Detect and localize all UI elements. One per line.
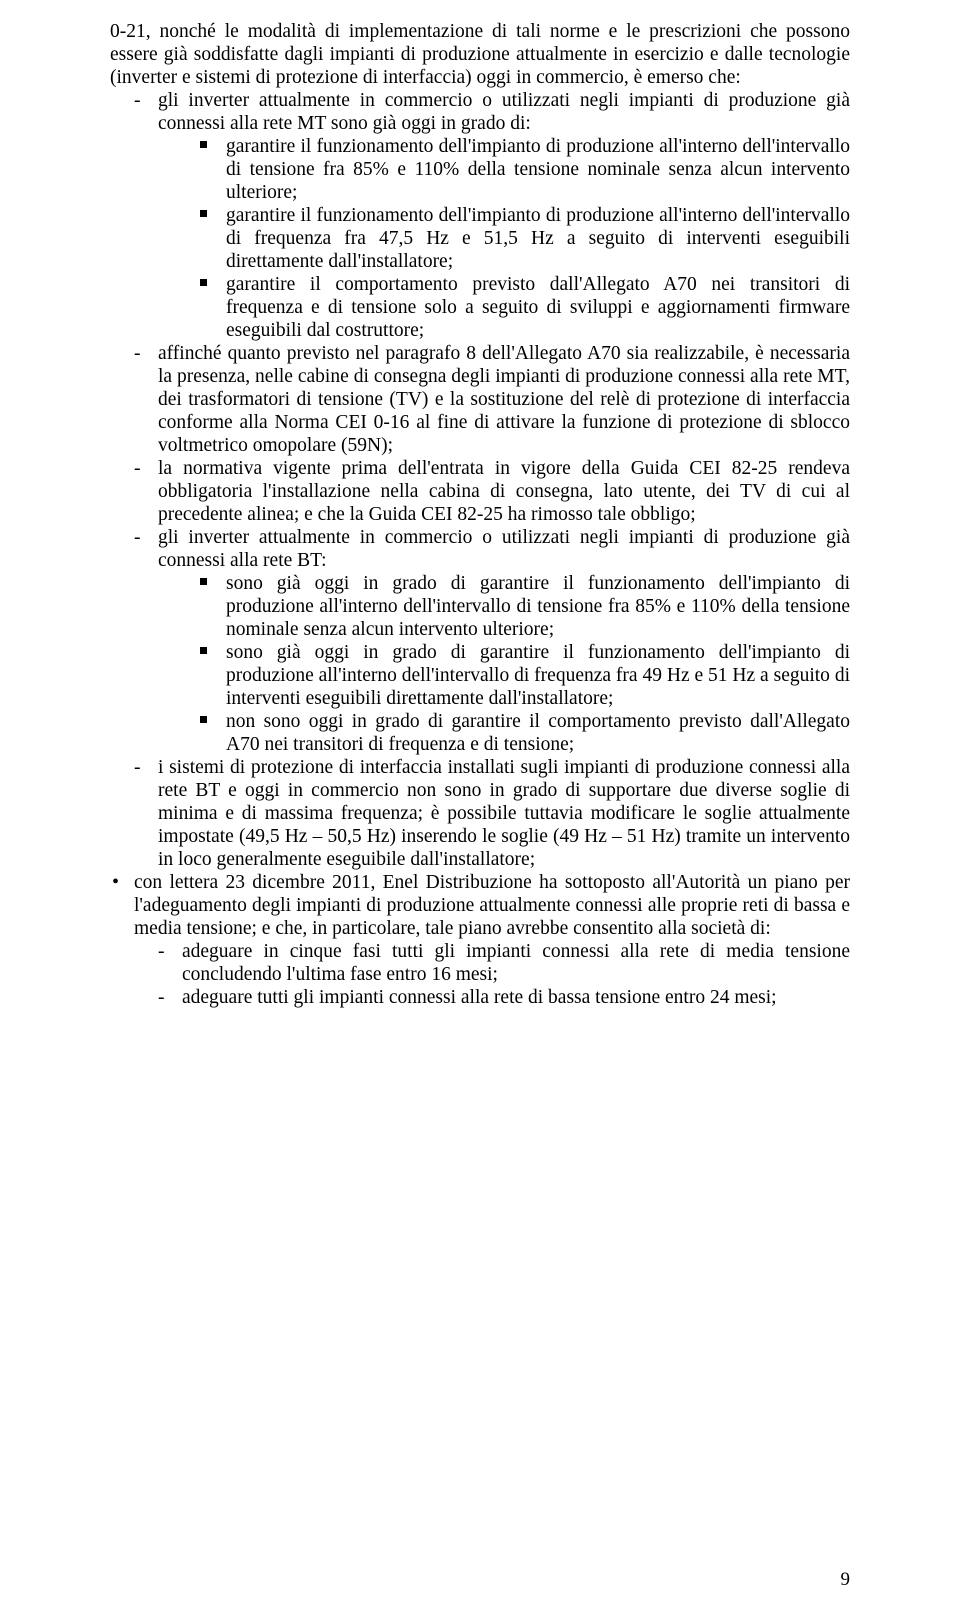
square-list-mt: garantire il funzionamento dell'impianto… [158, 135, 850, 342]
dash-item-inverter-bt: gli inverter attualmente in commercio o … [134, 526, 850, 756]
square-item: garantire il funzionamento dell'impianto… [200, 135, 850, 204]
square-item: garantire il funzionamento dell'impianto… [200, 204, 850, 273]
dash-item-text: gli inverter attualmente in commercio o … [158, 90, 850, 134]
square-item: garantire il comportamento previsto dall… [200, 273, 850, 342]
dash-item: adeguare tutti gli impianti connessi all… [158, 986, 850, 1009]
square-list-bt: sono già oggi in grado di garantire il f… [158, 572, 850, 756]
document-page: 0-21, nonché le modalità di implementazi… [0, 0, 960, 1617]
bullet-item-text: con lettera 23 dicembre 2011, Enel Distr… [134, 872, 850, 939]
square-item: sono già oggi in grado di garantire il f… [200, 641, 850, 710]
dash-list-main: gli inverter attualmente in commercio o … [110, 89, 850, 871]
dash-item-text: gli inverter attualmente in commercio o … [158, 527, 850, 571]
bullet-list: con lettera 23 dicembre 2011, Enel Distr… [110, 871, 850, 1009]
dash-item-allegato-a70: affinché quanto previsto nel paragrafo 8… [134, 342, 850, 457]
dash-item-inverter-mt: gli inverter attualmente in commercio o … [134, 89, 850, 342]
dash-item: adeguare in cinque fasi tutti gli impian… [158, 940, 850, 986]
square-item: sono già oggi in grado di garantire il f… [200, 572, 850, 641]
page-number: 9 [841, 1569, 851, 1591]
bullet-item-enel: con lettera 23 dicembre 2011, Enel Distr… [110, 871, 850, 1009]
square-item: non sono oggi in grado di garantire il c… [200, 710, 850, 756]
intro-paragraph: 0-21, nonché le modalità di implementazi… [110, 20, 850, 89]
dash-item-normativa-vigente: la normativa vigente prima dell'entrata … [134, 457, 850, 526]
dash-list-enel: adeguare in cinque fasi tutti gli impian… [134, 940, 850, 1009]
dash-item-sistemi-protezione: i sistemi di protezione di interfaccia i… [134, 756, 850, 871]
